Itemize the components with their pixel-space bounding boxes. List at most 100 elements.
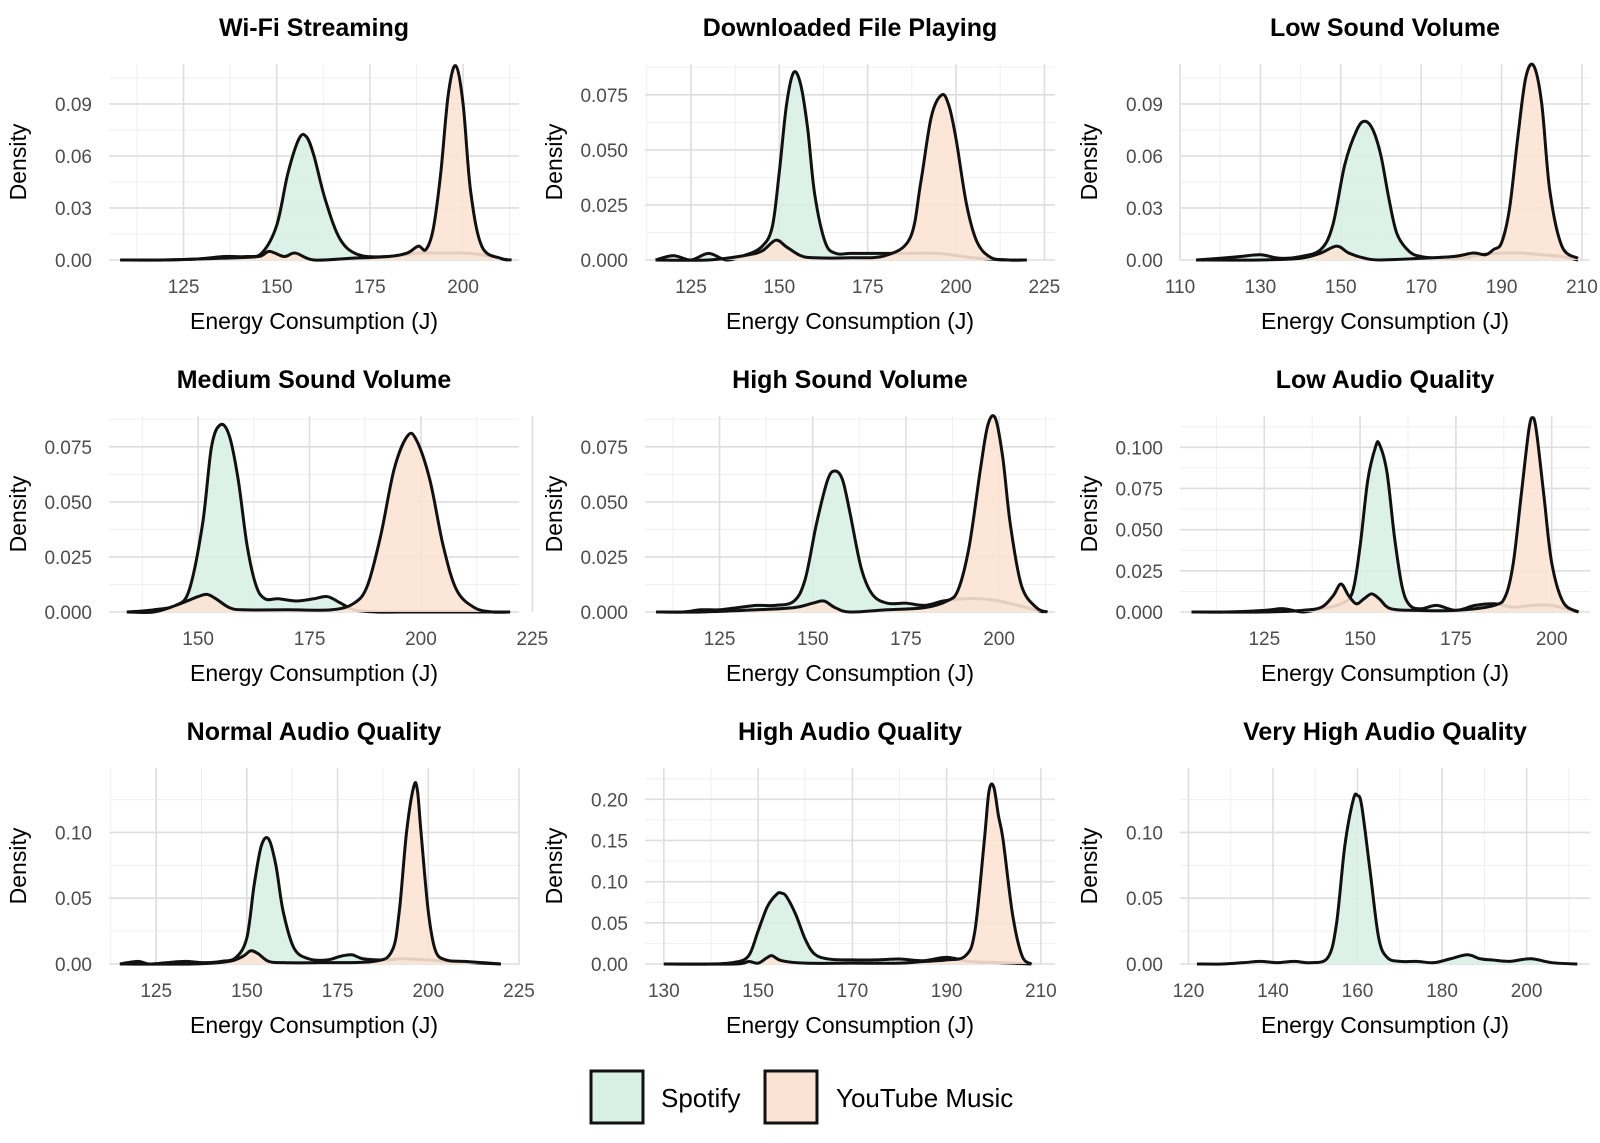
x-tick-label: 200 (983, 629, 1015, 650)
x-tick-label: 150 (797, 629, 829, 650)
x-tick-label: 150 (182, 629, 214, 650)
y-tick-label: 0.00 (1126, 251, 1163, 272)
y-tick-label: 0.06 (55, 147, 92, 168)
density-curve-spotify (119, 836, 501, 966)
x-tick-label: 225 (517, 629, 549, 650)
legend-key-youtube-music (763, 1069, 819, 1125)
x-tick-label: 150 (742, 981, 774, 1002)
x-tick-label: 150 (261, 277, 293, 298)
x-tick-label: 160 (1342, 981, 1374, 1002)
x-tick-label: 175 (890, 629, 922, 650)
y-axis-title: Density (1076, 475, 1102, 552)
x-tick-label: 120 (1173, 981, 1205, 1002)
x-axis-title: Energy Consumption (J) (1261, 660, 1509, 686)
x-axis-title: Energy Consumption (J) (190, 308, 438, 334)
density-area-spotify (120, 134, 508, 261)
density-area-spotify (126, 424, 511, 613)
y-tick-label: 0.03 (55, 199, 92, 220)
x-tick-label: 170 (837, 981, 869, 1002)
density-area-youtube-music (120, 65, 512, 261)
y-tick-label: 0.025 (580, 196, 628, 217)
y-tick-label: 0.03 (1126, 199, 1163, 220)
panel-title: High Audio Quality (738, 718, 962, 746)
x-tick-label: 200 (405, 629, 437, 650)
x-tick-label: 125 (140, 981, 172, 1002)
y-tick-label: 0.075 (580, 86, 628, 107)
y-tick-label: 0.00 (55, 955, 92, 976)
density-area-youtube-music (663, 784, 1032, 965)
y-tick-label: 0.025 (44, 548, 92, 569)
y-tick-label: 0.025 (580, 548, 628, 569)
panel-title: Medium Sound Volume (177, 366, 452, 394)
panel-downloaded-file-playing: 125 150 175 200 225 0.000 0.025 0.050 0.075 Downl… (541, 14, 1060, 334)
x-tick-label: 140 (1257, 981, 1289, 1002)
x-tick-label: 130 (1245, 277, 1277, 298)
density-area-youtube-music (1191, 417, 1579, 613)
x-tick-label: 175 (852, 277, 884, 298)
x-axis-title: Energy Consumption (J) (726, 660, 974, 686)
x-tick-label: 125 (168, 277, 200, 298)
x-tick-label: 125 (1248, 629, 1280, 650)
panel-low-audio-quality: 125 150 175 200 0.000 0.025 0.050 0.075 0.100 Low… (1076, 366, 1590, 686)
y-tick-label: 0.050 (1115, 521, 1163, 542)
y-tick-label: 0.06 (1126, 147, 1163, 168)
density-area-spotify (656, 471, 1044, 613)
y-tick-label: 0.00 (1126, 955, 1163, 976)
panel-medium-sound-volume: 150 175 200 225 0.000 0.025 0.050 0.075 Medium S… (5, 366, 548, 686)
panel-high-audio-quality: 130 150 170 190 210 0.00 0.05 0.10 0.15 0.20 High … (541, 718, 1057, 1038)
y-tick-label: 0.05 (591, 914, 628, 935)
y-tick-label: 0.15 (591, 831, 628, 852)
y-axis-title: Density (5, 475, 31, 552)
density-curve-youtube-music (119, 781, 501, 966)
x-tick-label: 190 (931, 981, 963, 1002)
y-tick-label: 0.000 (1115, 603, 1163, 624)
y-axis-title: Density (1076, 123, 1102, 200)
y-axis-title: Density (541, 123, 567, 200)
x-tick-label: 200 (1536, 629, 1568, 650)
x-tick-label: 175 (354, 277, 386, 298)
density-curve-youtube-music (655, 93, 1027, 262)
density-curve-youtube-music (126, 431, 511, 614)
x-tick-label: 170 (1405, 277, 1437, 298)
density-curve-youtube-music (1191, 416, 1580, 614)
x-tick-label: 125 (675, 277, 707, 298)
x-axis-title: Energy Consumption (J) (190, 660, 438, 686)
y-tick-label: 0.000 (580, 251, 628, 272)
panel-title: Low Audio Quality (1276, 366, 1495, 394)
x-tick-label: 130 (648, 981, 680, 1002)
legend-label-spotify: Spotify (661, 1083, 741, 1113)
density-curve-youtube-music (120, 64, 512, 262)
y-tick-label: 0.050 (580, 493, 628, 514)
x-tick-label: 210 (1566, 277, 1598, 298)
panel-title: Normal Audio Quality (187, 718, 442, 746)
legend: Spotify YouTube Music (589, 1069, 1013, 1125)
y-tick-label: 0.075 (44, 438, 92, 459)
density-area-spotify (1191, 441, 1579, 613)
panel-normal-audio-quality: 125 150 175 200 225 0.00 0.05 0.10 Normal Audio … (5, 718, 535, 1038)
panel-low-sound-volume: 110 130 150 170 190 210 0.00 0.03 0.06 0.09 Low So… (1076, 14, 1598, 334)
x-tick-label: 190 (1486, 277, 1518, 298)
panel-high-sound-volume: 125 150 175 200 0.000 0.025 0.050 0.075 High Sou… (541, 366, 1055, 686)
density-curve-spotify (1196, 792, 1578, 966)
x-tick-label: 200 (412, 981, 444, 1002)
x-tick-label: 175 (294, 629, 326, 650)
x-tick-label: 150 (231, 981, 263, 1002)
x-tick-label: 150 (763, 277, 795, 298)
density-area-youtube-music (656, 415, 1048, 613)
x-tick-label: 200 (940, 277, 972, 298)
x-tick-label: 150 (1325, 277, 1357, 298)
x-tick-label: 180 (1426, 981, 1458, 1002)
y-tick-label: 0.000 (580, 603, 628, 624)
density-area-youtube-music (655, 94, 1027, 261)
panel-title: Low Sound Volume (1270, 14, 1500, 42)
y-axis-title: Density (5, 123, 31, 200)
y-tick-label: 0.00 (591, 955, 628, 976)
x-axis-title: Energy Consumption (J) (726, 308, 974, 334)
y-tick-label: 0.025 (1115, 562, 1163, 583)
x-tick-label: 150 (1344, 629, 1376, 650)
panel-very-high-audio-quality: 120 140 160 180 200 0.00 0.05 0.10 Very High Aud… (1076, 718, 1590, 1038)
y-tick-label: 0.000 (44, 603, 92, 624)
density-curve-youtube-music (1196, 62, 1579, 262)
y-tick-label: 0.10 (55, 823, 92, 844)
x-tick-label: 225 (1029, 277, 1061, 298)
